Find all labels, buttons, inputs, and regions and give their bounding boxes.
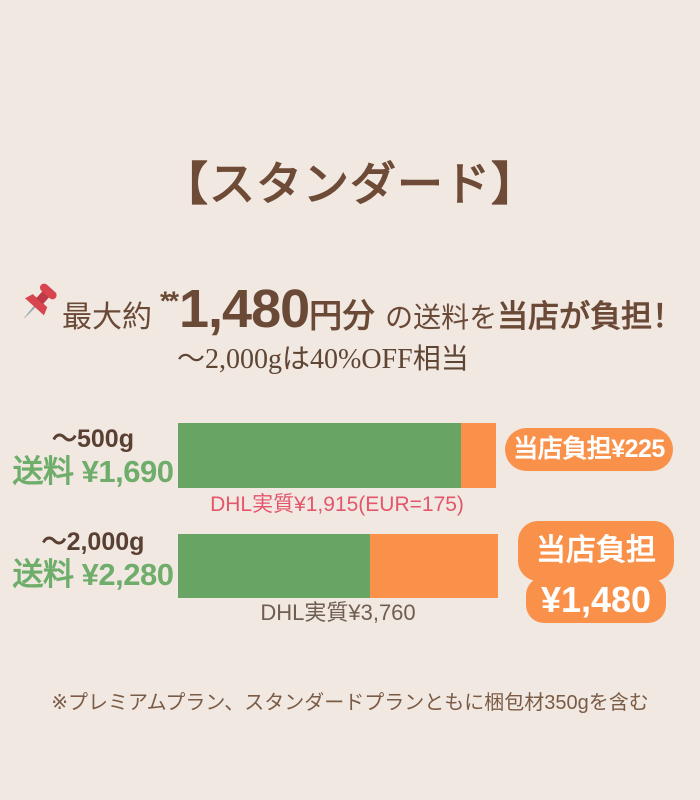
bar-500g <box>178 423 496 488</box>
headline-amount: 1,480 <box>179 279 310 339</box>
row-500g-label: 〜500g 送料 ¥1,690 <box>7 424 179 490</box>
badge-line2: ¥1,480 <box>526 577 666 623</box>
bar-segment-customer <box>178 534 370 598</box>
headline-unit: 円分 <box>309 297 376 334</box>
headline-prefix: 最大約 <box>62 301 152 334</box>
bar-2000g <box>178 534 498 598</box>
store-pays-badge-2000g: 当店負担 ¥1,480 <box>518 521 674 623</box>
headline-emphasis: 当店が負担！ <box>497 299 684 334</box>
bar-segment-customer <box>178 423 462 488</box>
subheadline: 〜2,000gは40%OFF相当 <box>177 344 469 375</box>
weight-label: 〜2,000g <box>41 528 145 556</box>
headline-middle: の送料を <box>385 302 498 333</box>
store-pays-badge-500g: 当店負担¥225 <box>505 428 673 471</box>
bar-segment-store <box>370 534 498 598</box>
row-2000g-label: 〜2,000g 送料 ¥2,280 <box>7 527 179 593</box>
headline: 最大約 ** 1,480 円分 の送料を 当店が負担！ <box>62 282 698 336</box>
footnote: ※プレミアムプラン、スタンダードプランともに梱包材350gを含む <box>51 692 649 714</box>
page-title: 【スタンダード】 <box>162 158 538 210</box>
headline-asterisks: ** <box>160 286 179 316</box>
bar-segment-store <box>461 423 496 488</box>
shipping-price-label: 送料 ¥2,280 <box>12 557 174 592</box>
shipping-price-label: 送料 ¥1,690 <box>12 454 174 489</box>
dhl-note-2000g: DHL実質¥3,760 <box>260 600 416 625</box>
pushpin-icon <box>24 283 57 319</box>
dhl-note-500g: DHL実質¥1,915(EUR=175) <box>210 493 464 516</box>
weight-label: 〜500g <box>52 425 134 453</box>
badge-line1: 当店負担 <box>518 521 674 581</box>
